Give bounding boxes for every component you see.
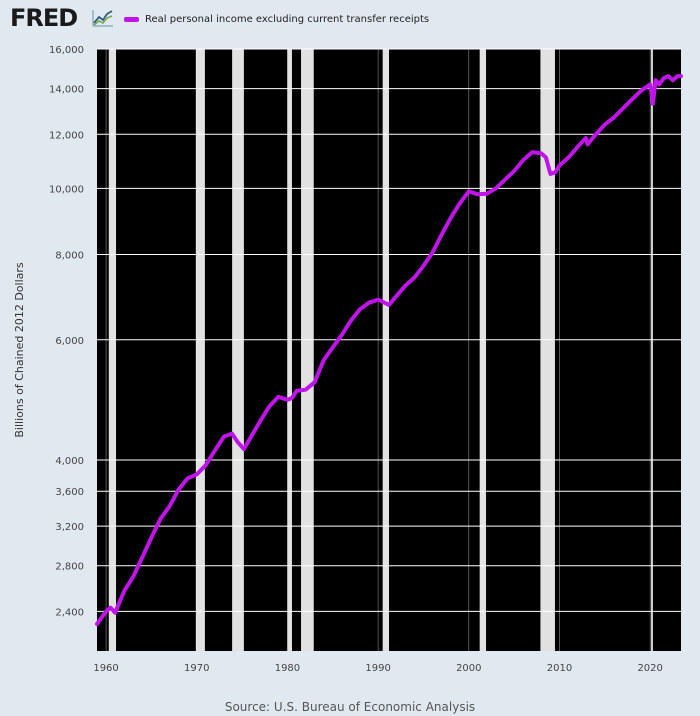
y-tick-label: 2,400	[55, 607, 84, 618]
chart-legend: Real personal income excluding current t…	[124, 12, 429, 26]
y-tick-label: 8,000	[55, 250, 84, 261]
recession-band	[287, 49, 292, 651]
recession-band	[108, 49, 117, 651]
line-chart: 2,400 2,800 3,200 3,600 4,000 6,000 8,000 10,00…	[13, 45, 683, 674]
recession-band	[651, 49, 653, 651]
y-tick-label: 14,000	[49, 85, 84, 96]
y-axis-ticks: 2,400 2,800 3,200 3,600 4,000 6,000 8,000 10,00…	[49, 45, 84, 618]
x-tick-label: 1990	[365, 663, 390, 674]
x-tick-label: 2010	[547, 663, 572, 674]
header: FRED Real personal income excluding curr…	[0, 0, 700, 36]
recession-band	[301, 49, 314, 651]
x-tick-label: 1960	[93, 663, 118, 674]
recession-band	[382, 49, 389, 651]
x-tick-label: 1980	[275, 663, 300, 674]
recession-band	[195, 49, 205, 651]
y-tick-label: 12,000	[49, 130, 84, 141]
y-axis-title: Billions of Chained 2012 Dollars	[13, 262, 26, 438]
y-tick-label: 3,200	[55, 522, 84, 533]
x-axis-ticks: 1960 1970 1980 1990 2000 2010 2020	[93, 663, 663, 674]
legend-label: Real personal income excluding current t…	[145, 13, 430, 25]
line-chart-icon	[92, 8, 114, 28]
x-tick-label: 2020	[637, 663, 662, 674]
recession-band	[540, 49, 555, 651]
y-tick-label: 3,600	[55, 487, 84, 498]
legend-swatch	[124, 16, 139, 22]
source-note: Source: U.S. Bureau of Economic Analysis	[224, 700, 476, 714]
fred-logo[interactable]: FRED	[10, 4, 78, 32]
y-tick-label: 4,000	[55, 456, 84, 467]
x-tick-label: 2000	[456, 663, 481, 674]
y-tick-label: 6,000	[55, 336, 84, 347]
recession-band	[479, 49, 487, 651]
y-tick-label: 2,800	[55, 562, 84, 573]
x-tick-label: 1970	[184, 663, 209, 674]
series-line	[95, 74, 683, 626]
recession-bands	[108, 49, 653, 651]
y-tick-label: 10,000	[49, 184, 84, 195]
recession-band	[232, 49, 244, 651]
gridlines	[97, 48, 681, 651]
y-tick-label: 16,000	[49, 45, 84, 56]
series-layer	[95, 74, 683, 626]
